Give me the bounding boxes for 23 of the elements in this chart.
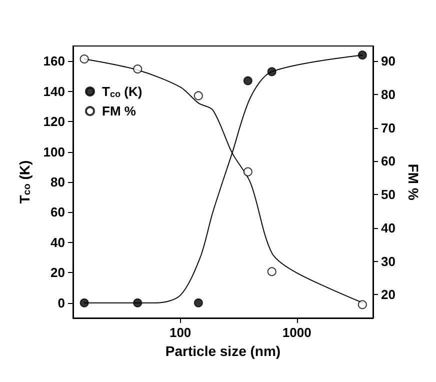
y-tick-label: 40: [50, 234, 65, 250]
y2-tick-label: 90: [381, 54, 396, 69]
legend-label: Tco (K): [102, 84, 142, 100]
y-tick-label: 0: [58, 295, 65, 310]
y2-tick-label: 70: [381, 120, 396, 136]
y2-axis-title: FM %: [405, 164, 422, 201]
y-tick-label: 160: [43, 54, 65, 69]
legend-label: FM %: [102, 104, 136, 119]
x-tick-label: 1000: [282, 325, 312, 340]
y2-tick-label: 60: [381, 154, 396, 169]
y-tick-label: 100: [43, 144, 65, 160]
y-tick-label: 140: [43, 84, 65, 99]
y-axis-title: Tco (K): [16, 160, 33, 204]
y2-tick-label: 20: [381, 287, 396, 302]
y2-tick-label: 40: [381, 220, 396, 236]
y-tick-label: 120: [43, 114, 65, 130]
y-tick-label: 20: [50, 265, 65, 280]
y2-tick-label: 80: [381, 86, 396, 102]
y-tick-label: 80: [50, 174, 65, 190]
y-tick-label: 60: [50, 204, 65, 220]
y2-tick-label: 30: [381, 254, 396, 269]
y2-tick-label: 50: [381, 187, 396, 202]
x-axis-title: Particle size (nm): [165, 342, 281, 359]
